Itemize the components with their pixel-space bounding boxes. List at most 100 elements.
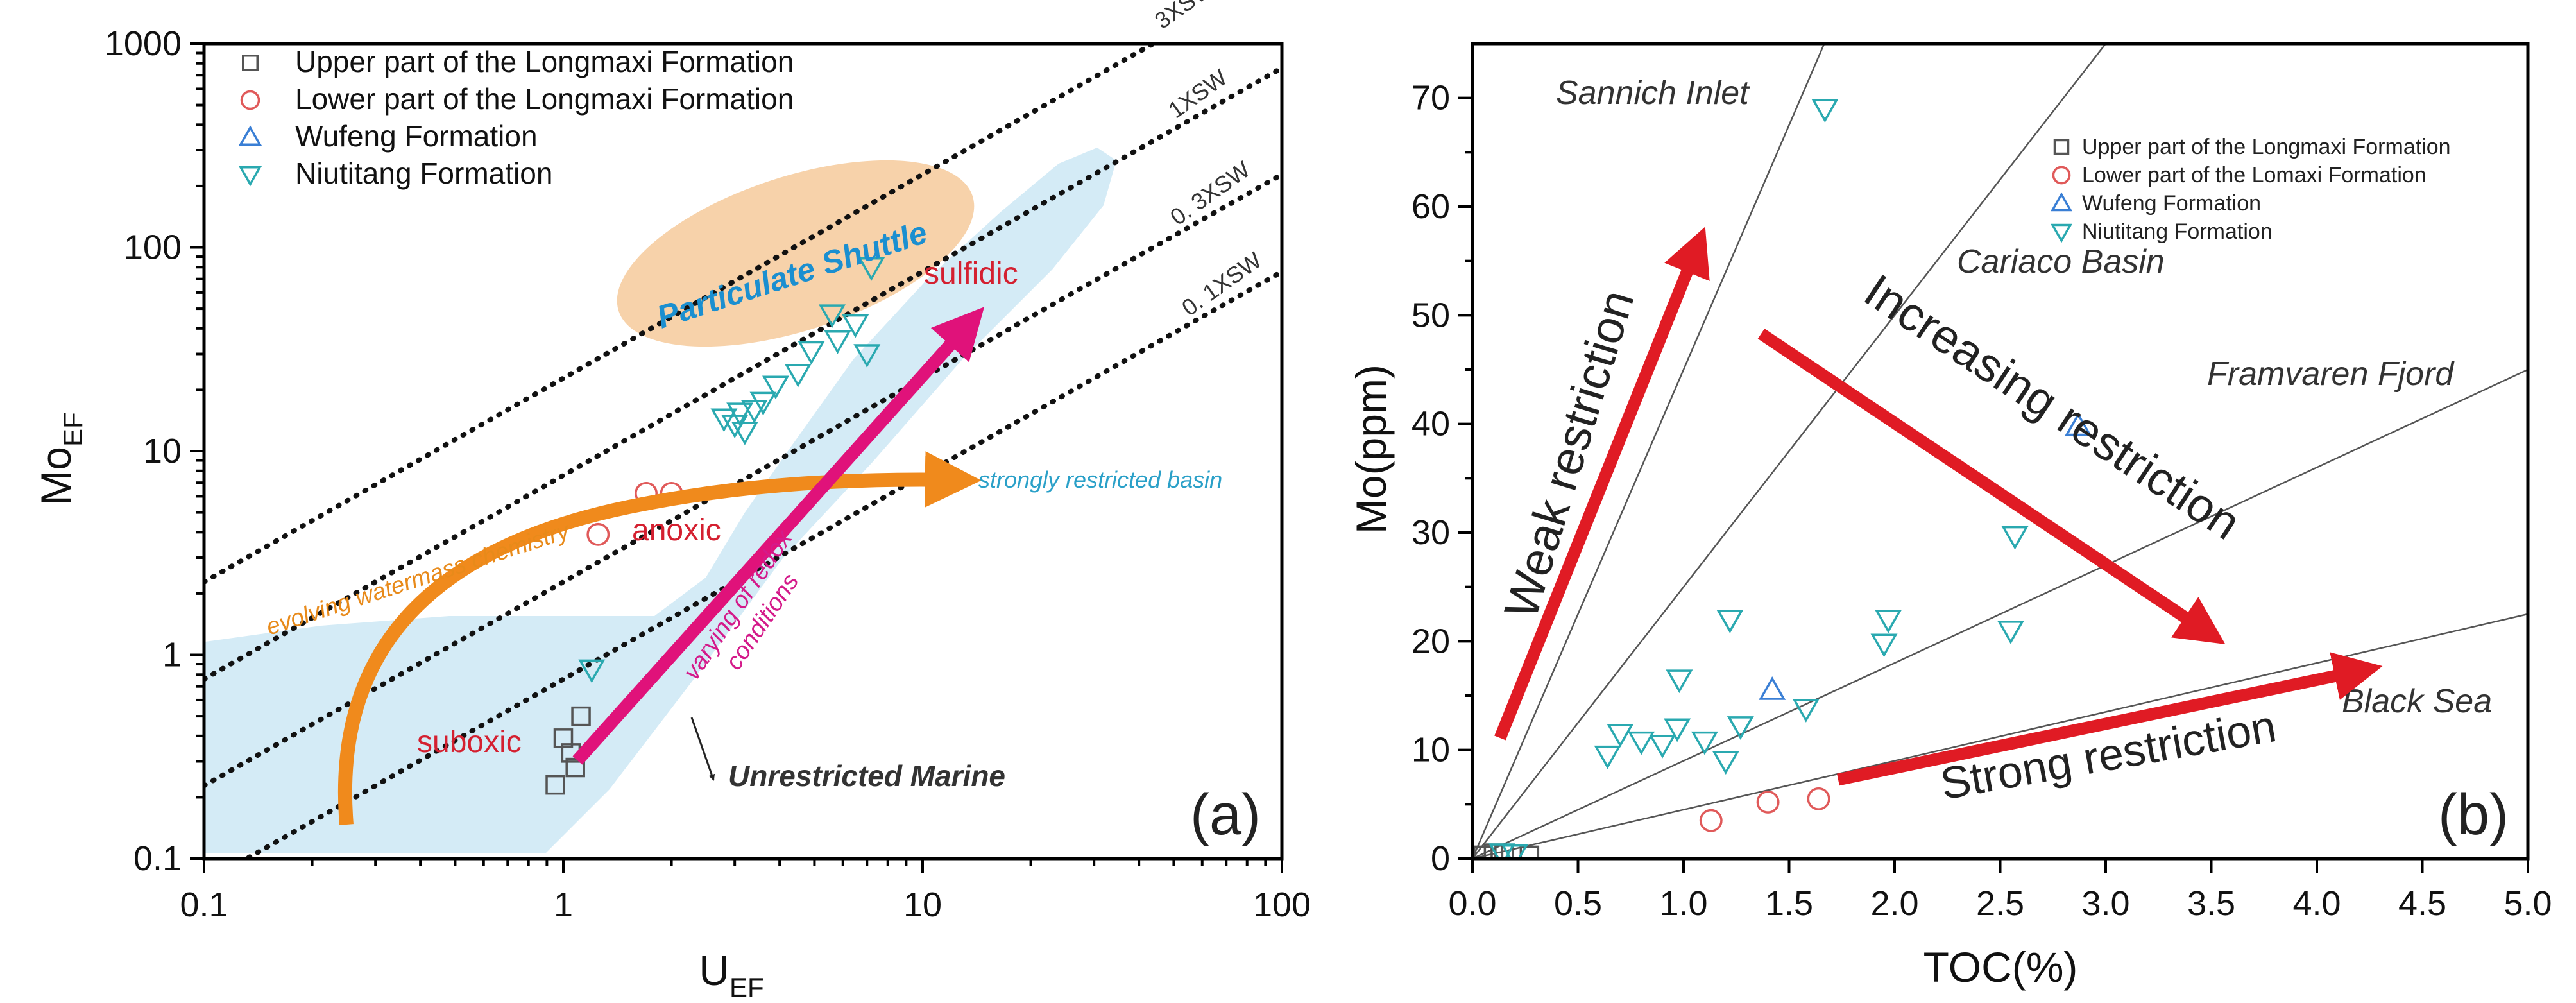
suboxic-label: suboxic	[417, 725, 522, 759]
x-tick-label-b: 3.0	[2081, 884, 2129, 923]
data-point-triangle_down	[1870, 633, 1898, 658]
data-point-circle	[586, 522, 610, 546]
x-axis-title-a: UEF	[699, 947, 763, 1002]
x-tick-label-a: 10	[903, 886, 942, 924]
legend-label: Lower part of the Lomaxi Formation	[2082, 163, 2427, 187]
x-tick-label-b: 2.0	[1870, 884, 1918, 923]
unrestricted-label: Unrestricted Marine	[728, 759, 1005, 793]
unrestricted-pointer	[690, 717, 715, 781]
legend-label: Upper part of the Longmaxi Formation	[2082, 135, 2451, 159]
mo-toc-ratio-line	[1472, 368, 2528, 859]
data-point-triangle_down	[784, 364, 812, 388]
data-point-triangle_up	[1759, 676, 1786, 700]
strong-restriction-arrow	[1837, 652, 2383, 786]
seawater-ratio-label: 3XSW	[1150, 0, 1218, 34]
shaded-field-a	[205, 148, 1116, 853]
y-tick-label-a: 100	[124, 228, 182, 267]
x-tick-label-a: 100	[1253, 886, 1311, 924]
y-axis-title-main: Mo	[32, 447, 80, 506]
y-axis-title-b: Mo(ppm)	[1347, 364, 1395, 534]
x-axis-title-main: U	[699, 947, 729, 994]
seawater-ratio-line	[204, 65, 1282, 682]
x-tick-label-b: 3.5	[2187, 884, 2235, 923]
panel-b: 0.0 0.5 1.0 1.5 2.0 2.5 3.0 3.5 4.0 4.5 5.0 0 10 20 30…	[1347, 42, 2552, 991]
data-point-circle	[1699, 809, 1723, 832]
y-tick-label-b: 20	[1412, 622, 1450, 660]
panel-label-b: (b)	[2438, 783, 2509, 847]
weak-restriction-arrow	[1494, 227, 1710, 741]
increasing-restriction-label: Increasing restriction	[1855, 264, 2250, 550]
strong-restriction-label: Strong restriction	[1937, 701, 2280, 809]
data-point-triangle_down	[1997, 621, 2024, 644]
data-point-triangle_down	[1727, 716, 1754, 740]
increasing-restriction-arrow	[1757, 329, 2226, 645]
x-tick-label-a: 0.1	[180, 886, 228, 924]
seawater-ratio-label: 0. 1XSW	[1177, 246, 1266, 321]
restricted-label: strongly restricted basin	[978, 467, 1222, 493]
mo-toc-ratio-line	[1472, 44, 2106, 859]
legend-marker-square	[242, 55, 259, 71]
y-axis-title-a: MoEF	[32, 412, 88, 505]
y-tick-label-b: 60	[1412, 187, 1450, 226]
legend-marker-triangle_down	[238, 166, 262, 187]
data-point-triangle_down	[740, 399, 768, 424]
legend-marker-circle	[2052, 166, 2071, 185]
data-point-triangle_down	[1501, 844, 1528, 859]
x-tick-label-b: 1.0	[1659, 884, 1707, 923]
legend-label: Wufeng Formation	[2082, 191, 2261, 216]
cariaco-basin-label: Cariaco Basin	[1957, 243, 2165, 280]
y-tick-label-b: 0	[1431, 839, 1450, 878]
y-axis-title-sub: EF	[58, 412, 88, 447]
y-tick-label-a: 10	[143, 432, 182, 470]
framvaren-fjord-label: Framvaren Fjord	[2207, 356, 2455, 393]
data-point-triangle_down	[1666, 669, 1693, 694]
data-point-circle	[1807, 787, 1830, 810]
x-tick-label-b: 2.5	[1976, 884, 2024, 923]
data-point-triangle_down	[1792, 699, 1820, 723]
data-point-triangle_down	[1607, 724, 1634, 748]
y-tick-label-b: 30	[1412, 513, 1450, 552]
y-tick-label-a: 1	[162, 636, 182, 674]
legend-marker-triangle_up	[2050, 192, 2073, 212]
data-point-triangle_down	[798, 341, 825, 365]
x-tick-label-b: 0.5	[1554, 884, 1602, 923]
data-point-triangle_down	[858, 257, 885, 281]
data-point-triangle_down	[710, 408, 738, 433]
y-tick-label-a: 0.1	[133, 839, 182, 878]
legend-marker-triangle_down	[2050, 223, 2073, 243]
data-point-circle	[1756, 790, 1780, 814]
legend-marker-triangle_up	[238, 125, 262, 146]
data-point-triangle_down	[726, 402, 754, 427]
legend-label: Wufeng Formation	[295, 119, 538, 153]
seawater-ratio-line	[204, 171, 1282, 789]
x-tick-label-b: 5.0	[2503, 884, 2552, 923]
data-point-triangle_down	[1649, 734, 1676, 759]
legend-label: Niutitang Formation	[295, 157, 552, 190]
legend-label: Lower part of the Longmaxi Formation	[295, 82, 794, 116]
data-point-square	[571, 706, 591, 726]
y-tick-label-a: 1000	[105, 24, 182, 63]
seawater-ratio-line	[204, 44, 1159, 585]
data-point-triangle_down	[853, 344, 881, 368]
x-tick-label-b: 1.5	[1765, 884, 1813, 923]
x-tick-label-b: 0.0	[1448, 884, 1496, 923]
x-tick-label-b: 4.5	[2398, 884, 2446, 923]
seawater-ratio-label: 0. 3XSW	[1165, 156, 1254, 230]
legend-marker-square	[2053, 139, 2070, 155]
y-tick-label-b: 10	[1412, 731, 1450, 769]
evolving-arrow	[337, 451, 982, 825]
anoxic-label: anoxic	[632, 513, 721, 547]
y-tick-label-b: 70	[1412, 79, 1450, 117]
data-point-triangle_down	[1594, 745, 1621, 769]
redox-arrow	[572, 307, 985, 765]
data-point-triangle_down	[1628, 731, 1655, 755]
mo-toc-ratio-line	[1472, 44, 1825, 859]
y-tick-label-b: 50	[1412, 296, 1450, 334]
x-tick-label-a: 1	[554, 886, 573, 924]
data-point-triangle_down	[762, 375, 790, 400]
legend-marker-circle	[240, 90, 260, 110]
black-sea-label: Black Sea	[2342, 683, 2492, 720]
data-point-triangle_down	[1811, 99, 1839, 123]
